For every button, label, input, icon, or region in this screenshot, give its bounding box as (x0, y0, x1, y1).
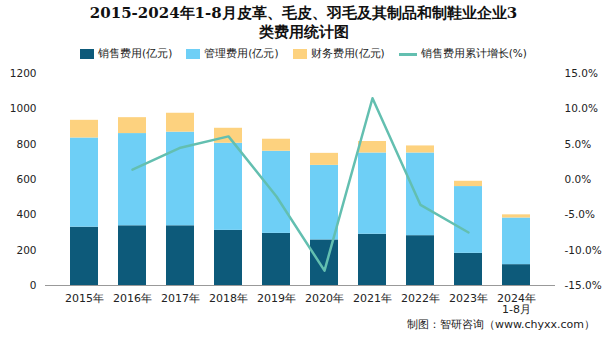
html-text:管理费用(亿元): 管理费用(亿元) (204, 47, 279, 59)
svg-text:15.0%: 15.0% (565, 67, 598, 79)
svg-text:2015年: 2015年 (65, 292, 104, 305)
svg-text:2024年1-8月: 2024年1-8月 (497, 292, 536, 316)
svg-text:2018年: 2018年 (209, 292, 248, 305)
svg-text:0.0%: 0.0% (565, 173, 592, 185)
html-text:财务费用(亿元): 财务费用(亿元) (310, 47, 385, 59)
svg-text:600: 600 (16, 173, 36, 185)
html-text:销售费用累计增长(%): 销售费用累计增长(%) (420, 47, 527, 59)
svg-text:-10.0%: -10.0% (565, 244, 602, 256)
svg-text:800: 800 (16, 138, 36, 150)
svg-text:2022年: 2022年 (401, 292, 440, 305)
svg-text:2023年: 2023年 (449, 292, 488, 305)
svg-text:2019年: 2019年 (257, 292, 296, 305)
svg-text:2017年: 2017年 (161, 292, 200, 305)
svg-text:400: 400 (16, 208, 36, 220)
html-text:制图：智研咨询（www.chyxx.com）: 制图：智研咨询（www.chyxx.com） (407, 318, 595, 331)
svg-text:200: 200 (16, 244, 36, 256)
svg-text:10.0%: 10.0% (565, 102, 598, 114)
svg-text:1000: 1000 (10, 102, 37, 114)
svg-text:2016年: 2016年 (113, 292, 152, 305)
svg-text:5.0%: 5.0% (565, 138, 592, 150)
svg-text:2020年: 2020年 (305, 292, 344, 305)
html-text:销售费用(亿元): 销售费用(亿元) (98, 47, 173, 59)
html-text:2015-2024年1-8月皮革、毛皮、羽毛及其制品和制鞋业: 2015-2024年1-8月皮革、毛皮、羽毛及其制品和制鞋业企业3类费用统计图 (89, 4, 518, 41)
svg-text:2021年: 2021年 (353, 292, 392, 305)
svg-text:-5.0%: -5.0% (565, 208, 595, 220)
svg-text:-15.0%: -15.0% (565, 279, 602, 291)
svg-text:0: 0 (30, 279, 37, 291)
svg-text:1200: 1200 (10, 67, 37, 79)
